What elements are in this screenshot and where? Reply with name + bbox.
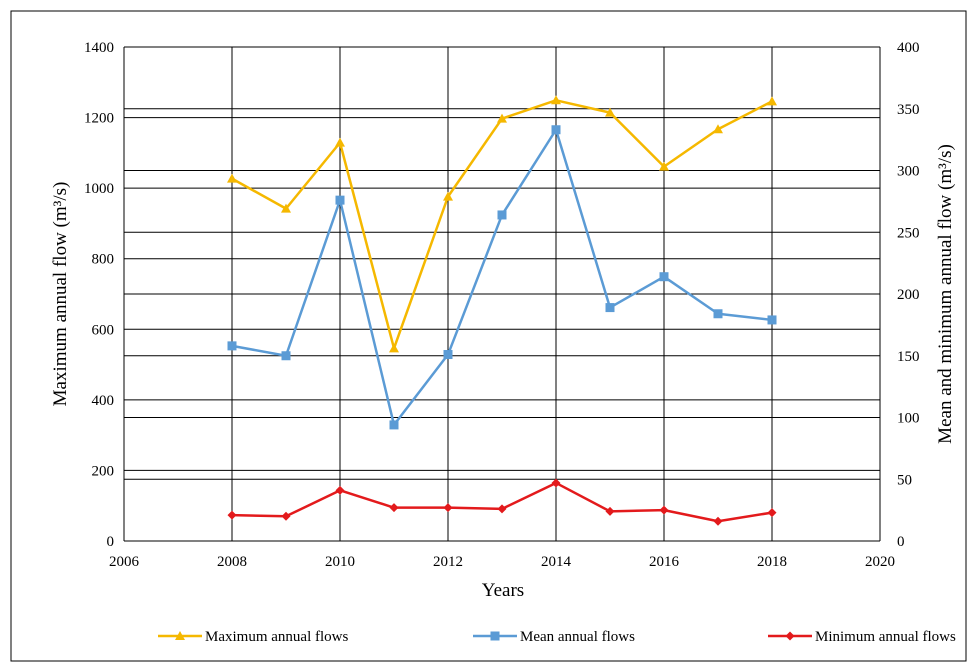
data-point bbox=[335, 137, 345, 147]
data-point bbox=[659, 505, 669, 515]
data-point bbox=[497, 113, 507, 123]
x-tick-label: 2012 bbox=[433, 554, 463, 570]
data-point bbox=[767, 508, 777, 518]
data-point bbox=[281, 203, 291, 213]
data-point bbox=[767, 315, 777, 325]
left-y-tick-label: 400 bbox=[92, 393, 115, 409]
data-point bbox=[443, 350, 453, 360]
right-y-axis-title: Mean and minimum annual flow (m³/s) bbox=[935, 144, 956, 444]
left-y-tick-label: 0 bbox=[107, 534, 115, 550]
legend-label: Mean annual flows bbox=[520, 629, 635, 645]
x-tick-label: 2014 bbox=[541, 554, 572, 570]
right-y-tick-label: 100 bbox=[897, 411, 920, 427]
data-point bbox=[497, 210, 507, 220]
left-y-tick-label: 600 bbox=[92, 322, 115, 338]
data-point bbox=[281, 351, 291, 361]
grid bbox=[123, 46, 881, 542]
data-point bbox=[713, 124, 723, 134]
left-y-tick-label: 800 bbox=[92, 252, 115, 268]
right-y-tick-label: 300 bbox=[897, 164, 920, 180]
right-y-tick-label: 200 bbox=[897, 287, 920, 303]
data-point bbox=[227, 510, 237, 520]
data-point bbox=[389, 503, 399, 513]
data-point bbox=[389, 420, 399, 430]
right-y-tick-label: 350 bbox=[897, 102, 920, 118]
left-y-tick-label: 1200 bbox=[84, 111, 114, 127]
data-point bbox=[605, 107, 615, 117]
data-point bbox=[227, 341, 237, 351]
x-tick-label: 2018 bbox=[757, 554, 787, 570]
right-y-tick-label: 250 bbox=[897, 225, 920, 241]
x-axis-title: Years bbox=[482, 580, 524, 601]
data-point bbox=[443, 191, 453, 201]
series-mean-annual-flows bbox=[227, 125, 777, 430]
data-point bbox=[767, 96, 777, 106]
data-point bbox=[605, 506, 615, 516]
data-point bbox=[389, 343, 399, 353]
legend-marker bbox=[175, 631, 185, 640]
data-point bbox=[281, 511, 291, 521]
data-point bbox=[551, 95, 561, 105]
data-point bbox=[335, 485, 345, 495]
data-point bbox=[551, 125, 561, 135]
legend-marker bbox=[785, 631, 795, 641]
data-point bbox=[605, 303, 615, 313]
data-point bbox=[443, 503, 453, 513]
data-point bbox=[335, 195, 345, 205]
left-y-tick-label: 1400 bbox=[84, 40, 114, 56]
legend-label: Minimum annual flows bbox=[815, 629, 956, 645]
right-y-tick-label: 150 bbox=[897, 349, 920, 365]
tick-labels: 2006 2008 2010 2012 2014 2016 2018 202002004006… bbox=[84, 40, 920, 570]
series-minimum-annual-flows bbox=[227, 478, 777, 526]
series-group bbox=[227, 95, 777, 526]
left-y-tick-label: 1000 bbox=[84, 181, 114, 197]
series-maximum-annual-flows bbox=[227, 95, 777, 353]
outer-border bbox=[10, 10, 967, 662]
x-tick-label: 2020 bbox=[865, 554, 895, 570]
data-point bbox=[713, 309, 723, 319]
data-point bbox=[227, 173, 237, 183]
left-y-axis-title: Maximum annual flow (m³/s) bbox=[50, 182, 71, 407]
data-point bbox=[497, 504, 507, 514]
data-point bbox=[713, 516, 723, 526]
right-y-tick-label: 400 bbox=[897, 40, 920, 56]
x-tick-label: 2016 bbox=[649, 554, 680, 570]
x-tick-label: 2008 bbox=[217, 554, 247, 570]
x-tick-label: 2010 bbox=[325, 554, 355, 570]
legend-marker bbox=[490, 631, 500, 641]
data-point bbox=[659, 161, 669, 171]
right-y-tick-label: 50 bbox=[897, 472, 912, 488]
data-point bbox=[659, 272, 669, 282]
left-y-tick-label: 200 bbox=[92, 463, 115, 479]
legend-label: Maximum annual flows bbox=[205, 629, 348, 645]
legend: Maximum annual flows Mean annual flows Min… bbox=[158, 629, 956, 645]
x-tick-label: 2006 bbox=[109, 554, 140, 570]
data-point bbox=[551, 478, 561, 488]
right-y-tick-label: 0 bbox=[897, 534, 905, 550]
